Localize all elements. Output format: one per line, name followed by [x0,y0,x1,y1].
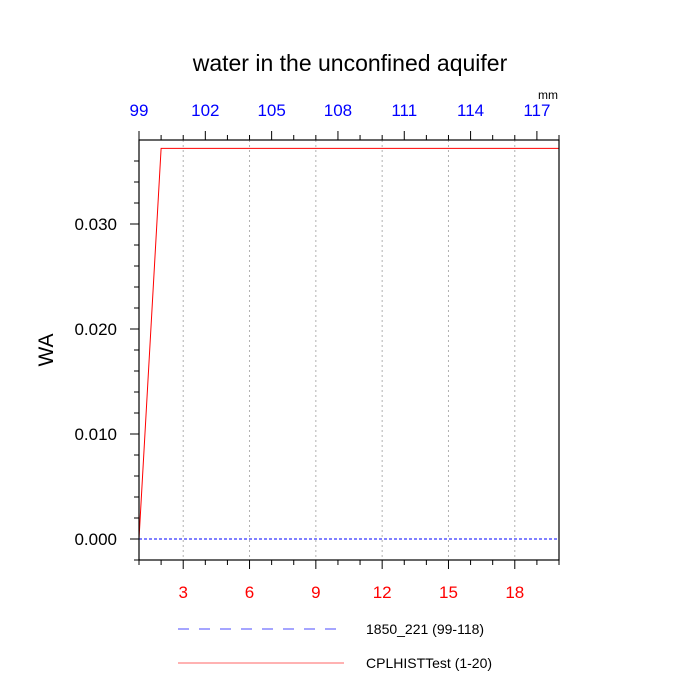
x-top-tick-label: 108 [324,101,352,120]
x-top-tick-label: 117 [523,101,550,120]
y-tick-label: 0.000 [74,530,117,549]
chart-title: water in the unconfined aquifer [192,50,508,76]
series-line [138,147,559,540]
x-top-tick-label: 102 [191,101,219,120]
x-bottom-tick-label: 6 [245,583,254,602]
grid-lines [182,140,516,560]
x-top-tick-label: 105 [257,101,285,120]
top-axis-unit: mm [538,88,558,102]
x-top-tick-label: 99 [130,101,149,120]
x-bottom-tick-label: 9 [311,583,320,602]
tick-labels: 3 6 9 12 15 18 99 102 105 108 111 114 117 0.000 0.010 0… [74,101,550,602]
y-tick-label: 0.030 [74,215,117,234]
x-bottom-tick-label: 3 [178,583,187,602]
x-bottom-tick-label: 18 [505,583,524,602]
x-bottom-tick-label: 12 [373,583,392,602]
axis-ticks [130,131,560,569]
plot-frame [138,139,560,561]
legend: 1850_221 (99-118) CPLHISTTest (1-20) [178,621,492,671]
x-top-tick-label: 111 [391,101,417,120]
y-tick-label: 0.020 [74,320,117,339]
y-axis-label: WA [35,333,58,366]
x-top-tick-label: 114 [457,101,484,120]
series-lines [138,147,559,540]
y-tick-label: 0.010 [74,425,117,444]
legend-label: CPLHISTTest (1-20) [366,655,492,671]
legend-label: 1850_221 (99-118) [366,621,484,637]
x-bottom-tick-label: 15 [439,583,458,602]
